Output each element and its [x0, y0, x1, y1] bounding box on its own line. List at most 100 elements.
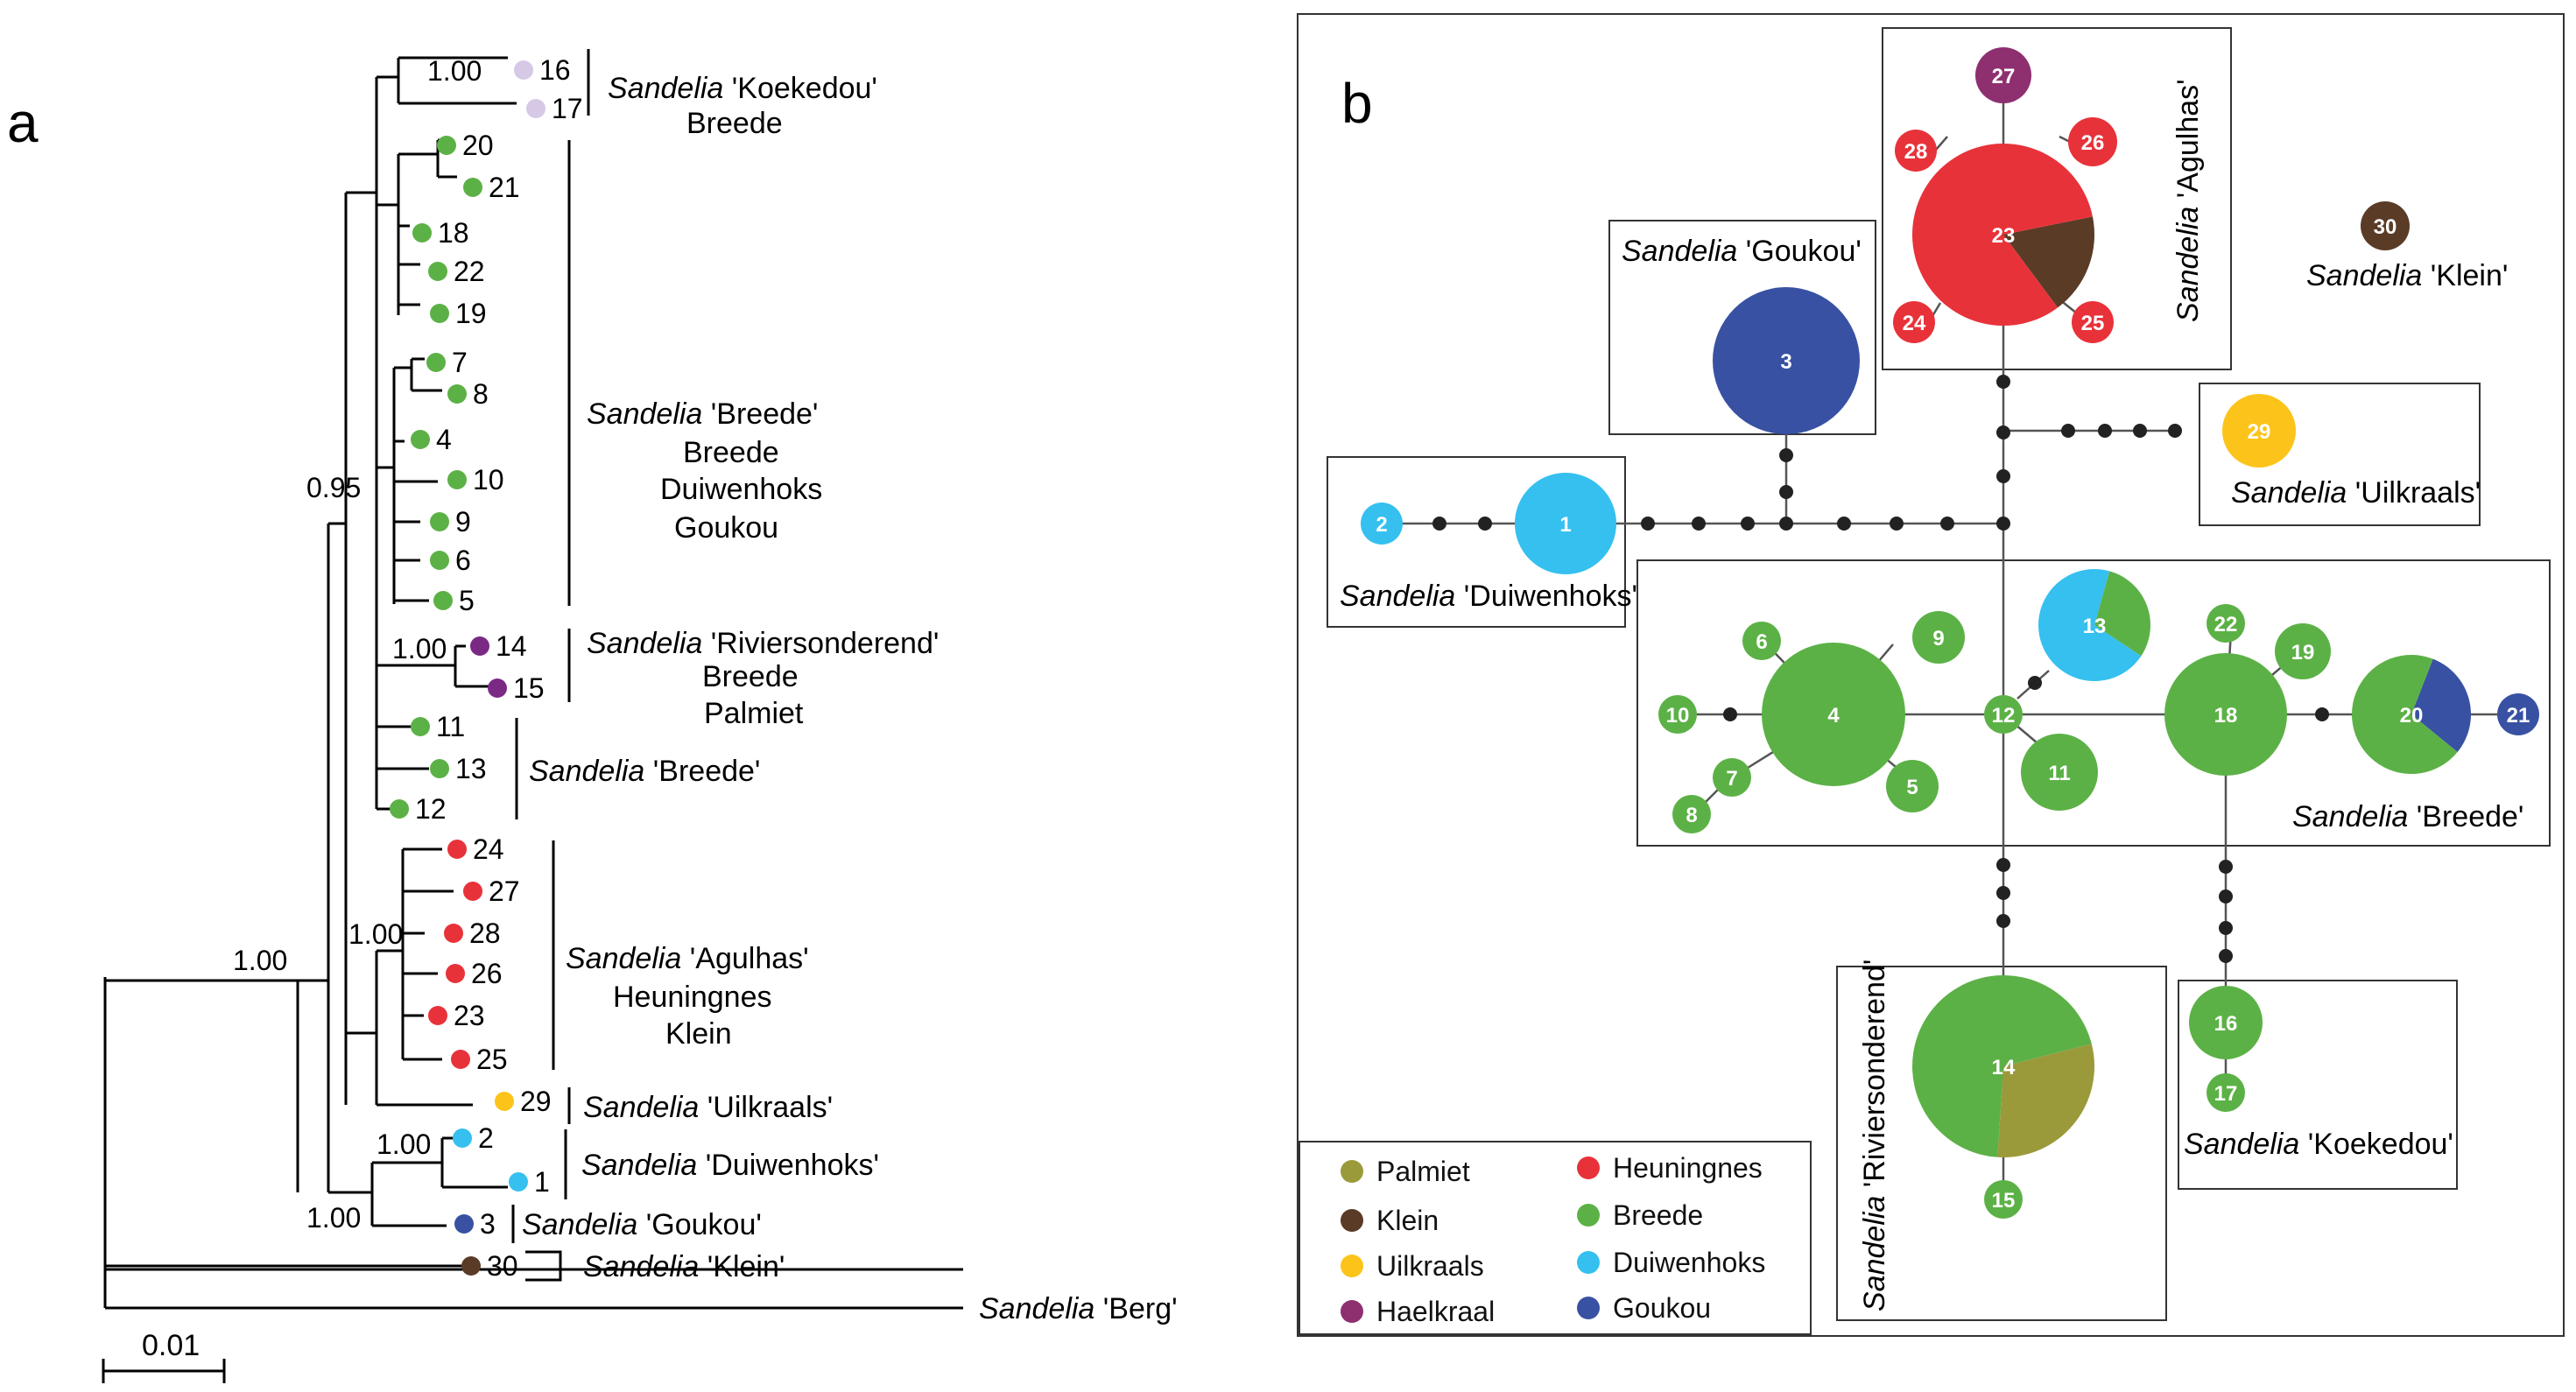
haplotype-16-label: 16 — [2214, 1012, 2238, 1036]
tip-label-20: 20 — [462, 130, 494, 161]
haplotype-13: 13 — [2038, 569, 2150, 682]
legend: Palmiet Klein Uilkraals Haelkraal Heuningnes… — [1341, 1152, 1765, 1327]
haplotype-8: 8 — [1672, 795, 1711, 833]
tip-dot-2 — [453, 1128, 472, 1148]
haplotype-27: 27 — [1975, 47, 2031, 103]
tip-label-12: 12 — [415, 793, 447, 825]
clade-river-agulhas-2: Klein — [665, 1017, 732, 1051]
tip-dot-14 — [470, 636, 489, 656]
tip-dot-6 — [430, 551, 449, 570]
tip-label-4: 4 — [436, 424, 452, 455]
scale-bar — [102, 1359, 226, 1383]
haplotype-29-slice-0 — [2222, 394, 2296, 468]
haplotype-26-label: 26 — [2081, 131, 2105, 155]
panel-letter-a: a — [7, 91, 39, 154]
haplotype-30-label: 30 — [2374, 215, 2397, 239]
haplotype-11: 11 — [2021, 734, 2098, 811]
support-breede: 0.95 — [306, 472, 361, 503]
haplotype-6: 6 — [1742, 622, 1781, 660]
haplotype-25-label: 25 — [2081, 312, 2105, 335]
haplotype-24-slice-0 — [1893, 301, 1935, 343]
haplotype-18-slice-0 — [2164, 653, 2287, 776]
clade-river-breede-3: Goukou — [674, 511, 778, 545]
haplotype-28: 28 — [1895, 130, 1937, 172]
support-duiwenhoks: 1.00 — [377, 1128, 431, 1160]
clade-river-rivier-2: Palmiet — [704, 697, 804, 730]
group-label-breede: Sandelia 'Breede' — [2292, 800, 2523, 833]
haplotype-5: 5 — [1886, 760, 1939, 812]
tip-dot-5 — [433, 591, 453, 610]
tip-label-24: 24 — [473, 833, 504, 865]
haplotype-13-label: 13 — [2083, 615, 2107, 638]
tip-label-30: 30 — [487, 1250, 518, 1282]
haplotype-20-label: 20 — [2400, 704, 2424, 728]
tip-dot-4 — [411, 430, 430, 449]
legend-swatch-klein — [1341, 1209, 1363, 1232]
tip-dot-22 — [428, 262, 447, 281]
support-goukou: 1.00 — [306, 1202, 361, 1234]
haplotype-26-slice-0 — [2068, 117, 2117, 166]
haplotype-3-slice-0 — [1713, 287, 1860, 434]
tip-dot-1 — [509, 1172, 528, 1192]
panel-a: a — [7, 49, 1178, 1383]
haplotype-17-label: 17 — [2214, 1082, 2238, 1106]
tip-dot-19 — [430, 304, 449, 323]
tip-label-7: 7 — [452, 347, 468, 378]
haplotype-22-label: 22 — [2214, 613, 2238, 636]
haplotype-11-slice-0 — [2021, 734, 2098, 811]
outgroup-label: Sandelia 'Berg' — [979, 1292, 1178, 1325]
haplotype-2-slice-0 — [1361, 503, 1403, 545]
haplotype-29: 29 — [2222, 394, 2296, 468]
legend-label-breede: Breede — [1613, 1199, 1703, 1231]
haplotype-8-label: 8 — [1686, 804, 1697, 827]
haplotype-18-label: 18 — [2214, 704, 2238, 728]
clade-river-breede-1: Breede — [683, 436, 779, 469]
haplotype-2: 2 — [1361, 503, 1403, 545]
group-label-klein: Sandelia 'Klein' — [2306, 259, 2508, 292]
tip-label-22: 22 — [454, 256, 485, 287]
group-boxes — [1299, 27, 2551, 1335]
panel-b: b — [1297, 13, 2565, 1337]
tip-label-21: 21 — [489, 172, 520, 203]
legend-label-heuningnes: Heuningnes — [1613, 1152, 1763, 1184]
group-label-koekedou: Sandelia 'Koekedou' — [2184, 1128, 2453, 1161]
haplotype-14: 14 — [1911, 975, 2094, 1157]
tip-label-2: 2 — [478, 1122, 494, 1154]
tip-label-17: 17 — [552, 93, 583, 124]
haplotype-28-label: 28 — [1904, 140, 1928, 164]
legend-swatch-heuningnes — [1577, 1156, 1600, 1179]
network-frame — [1297, 13, 2565, 1337]
haplotype-1: 1 — [1515, 473, 1616, 574]
clade-label-agulhas: Sandelia 'Agulhas' — [566, 942, 809, 975]
clade-label-koekedou: Sandelia 'Koekedou' — [608, 72, 877, 105]
haplotype-23-slice-0 — [2003, 216, 2094, 308]
haplotype-4-label: 4 — [1827, 704, 1840, 728]
legend-swatch-goukou — [1577, 1297, 1600, 1319]
tip-label-13: 13 — [455, 753, 487, 784]
tip-label-9: 9 — [455, 506, 471, 538]
tip-label-1: 1 — [534, 1166, 550, 1198]
tip-dot-7 — [426, 353, 446, 372]
tip-label-19: 19 — [455, 298, 487, 329]
support-agulhas: 1.00 — [348, 918, 403, 950]
tip-label-14: 14 — [496, 630, 527, 662]
legend-swatch-haelkraal — [1341, 1300, 1363, 1323]
tip-label-6: 6 — [455, 545, 471, 576]
legend-label-goukou: Goukou — [1613, 1292, 1711, 1324]
haplotype-30-slice-0 — [2361, 201, 2410, 250]
haplotype-10-slice-0 — [1658, 695, 1697, 734]
haplotype-15-label: 15 — [1992, 1189, 2016, 1213]
haplotype-10-label: 10 — [1666, 704, 1690, 728]
haplotype-25-slice-0 — [2072, 301, 2114, 343]
haplotype-20-slice-1 — [2352, 655, 2458, 774]
haplotype-16: 16 — [2189, 986, 2263, 1059]
tip-dot-3 — [454, 1214, 474, 1234]
tip-dot-11 — [411, 717, 430, 736]
haplotype-9-label: 9 — [1932, 627, 1944, 650]
haplotype-9: 9 — [1912, 611, 1965, 664]
clade-label-goukou: Sandelia 'Goukou' — [522, 1208, 762, 1241]
clade-label-breede-2: Sandelia 'Breede' — [529, 755, 760, 788]
clade-brackets — [511, 49, 590, 1282]
tip-dot-12 — [390, 799, 409, 819]
tip-dot-10 — [447, 470, 467, 489]
